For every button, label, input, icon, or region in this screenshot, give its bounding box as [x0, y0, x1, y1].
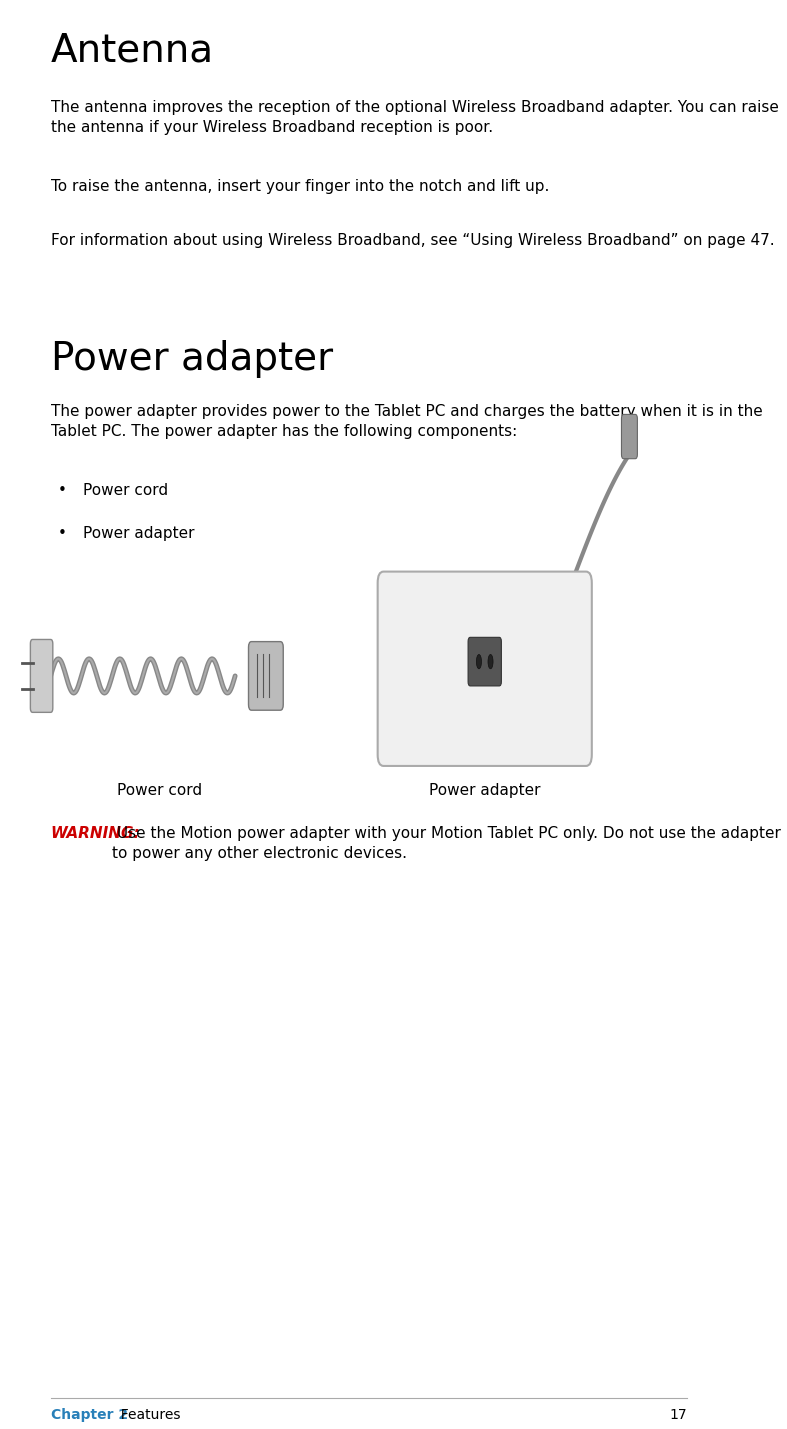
Text: Power cord: Power cord	[83, 483, 168, 497]
Text: The power adapter provides power to the Tablet PC and charges the battery when i: The power adapter provides power to the …	[50, 404, 763, 439]
Text: 17: 17	[670, 1408, 687, 1422]
Ellipse shape	[476, 654, 482, 669]
FancyBboxPatch shape	[468, 637, 501, 686]
Text: For information about using Wireless Broadband, see “Using Wireless Broadband” o: For information about using Wireless Bro…	[50, 233, 774, 247]
Ellipse shape	[488, 654, 493, 669]
Text: Power adapter: Power adapter	[50, 340, 333, 379]
Text: WARNING:: WARNING:	[50, 826, 140, 840]
Text: Power adapter: Power adapter	[429, 783, 541, 797]
Text: Use the Motion power adapter with your Motion Tablet PC only. Do not use the ada: Use the Motion power adapter with your M…	[112, 826, 781, 860]
FancyBboxPatch shape	[622, 414, 637, 459]
Text: Chapter 2: Chapter 2	[50, 1408, 127, 1422]
Text: •: •	[58, 526, 67, 540]
Text: Antenna: Antenna	[50, 31, 214, 70]
Text: To raise the antenna, insert your finger into the notch and lift up.: To raise the antenna, insert your finger…	[50, 179, 549, 193]
Text: •: •	[58, 483, 67, 497]
Text: Features: Features	[112, 1408, 181, 1422]
Text: The antenna improves the reception of the optional Wireless Broadband adapter. Y: The antenna improves the reception of th…	[50, 100, 778, 134]
FancyBboxPatch shape	[378, 572, 592, 766]
FancyBboxPatch shape	[249, 642, 283, 710]
Text: Power cord: Power cord	[116, 783, 201, 797]
FancyBboxPatch shape	[31, 640, 53, 713]
Text: Power adapter: Power adapter	[83, 526, 194, 540]
